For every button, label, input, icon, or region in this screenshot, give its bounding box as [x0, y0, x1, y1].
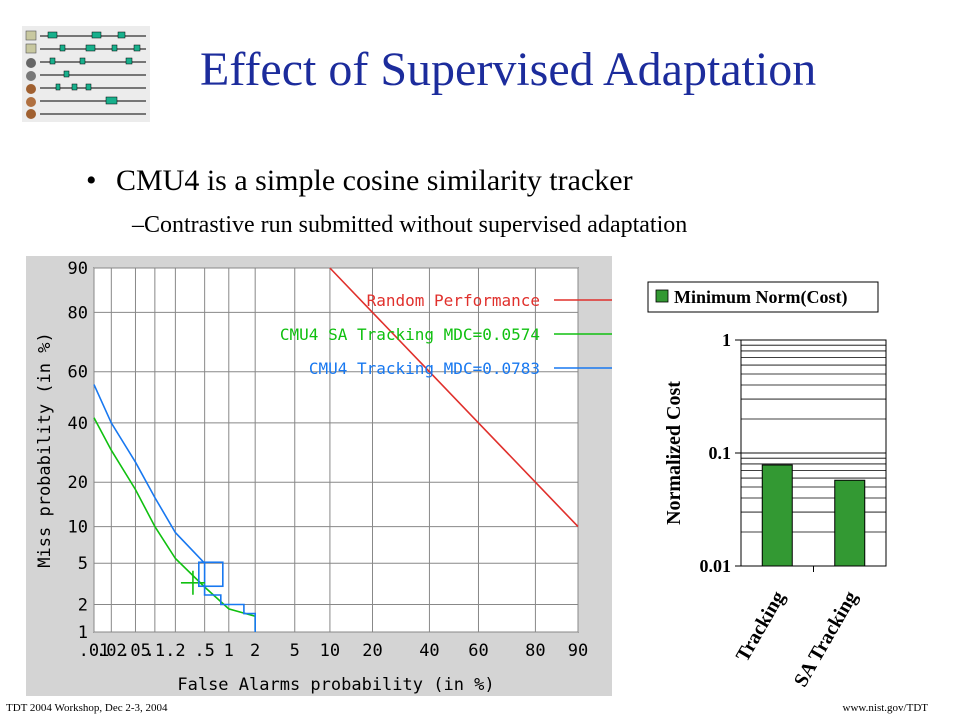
det-legend-label: CMU4 SA Tracking MDC=0.0574 [280, 325, 540, 344]
det-y-tick-label: 1 [78, 623, 88, 643]
det-y-tick-label: 80 [68, 303, 88, 323]
bar-y-axis-label: Normalized Cost [663, 381, 685, 525]
bar-x-tick-label: Tracking [732, 588, 790, 666]
det-mdc-marker [180, 570, 205, 595]
det-x-tick-label: 80 [525, 641, 545, 661]
slide-title: Effect of Supervised Adaptation [200, 43, 817, 96]
det-y-tick-label: 10 [68, 518, 88, 538]
det-x-tick-label: .05 [120, 641, 151, 661]
bar-y-tick-label: 0.01 [700, 556, 732, 576]
det-curve-chart: Random Performance CMU4 SA Tracking MDC=0… [26, 256, 612, 696]
det-x-tick-label: 90 [568, 641, 588, 661]
det-y-tick-label: 5 [78, 554, 88, 574]
det-legend: Random Performance CMU4 SA Tracking MDC=0… [280, 291, 612, 378]
det-x-tick-label: .02 [96, 641, 127, 661]
det-series-line [329, 267, 579, 528]
det-mdc-marker [198, 561, 224, 588]
footer-left: TDT 2004 Workshop, Dec 2-3, 2004 [6, 702, 168, 714]
det-x-tick-label: .5 [194, 641, 214, 661]
det-x-tick-label: 20 [362, 641, 382, 661]
bar-y-tick-label: 0.1 [709, 443, 732, 463]
det-x-tick-label: .2 [165, 641, 185, 661]
bar-y-tick-label: 1 [722, 330, 731, 350]
normalized-cost-bar-chart: Minimum Norm(Cost) 0.01 0.1 1 Tracking SA T… [647, 281, 887, 691]
det-x-tick-label: 40 [419, 641, 439, 661]
det-x-axis-label: False Alarms probability (in %) [177, 675, 494, 695]
sub-bullet-text: –Contrastive run submitted without super… [132, 212, 688, 238]
bullet-item: • CMU4 is a simple cosine similarity trac… [86, 164, 633, 198]
det-series-line [93, 384, 256, 632]
bar-marks [761, 464, 866, 567]
det-x-tick-label: 1 [224, 641, 234, 661]
bar-legend-label: Minimum Norm(Cost) [674, 287, 847, 308]
det-grid [93, 267, 579, 633]
det-y-tick-label: 2 [78, 595, 88, 615]
det-legend-label: Random Performance [367, 291, 540, 310]
bullet-dot: • [86, 164, 97, 197]
det-y-tick-label: 90 [68, 259, 88, 279]
bar-y-ticks: 0.01 0.1 1 [700, 330, 741, 576]
det-x-tick-label: .01 [79, 641, 110, 661]
bar-mark [761, 464, 793, 567]
det-y-tick-label: 20 [68, 473, 88, 493]
bar-x-ticks: Tracking SA Tracking [732, 566, 862, 691]
tdt-logo [22, 26, 150, 122]
det-x-tick-label: .1 [145, 641, 165, 661]
bar-legend-box [647, 281, 879, 313]
bar-legend-swatch [655, 289, 669, 303]
det-x-tick-label: 10 [320, 641, 340, 661]
bullet-text: CMU4 is a simple cosine similarity track… [116, 164, 633, 197]
det-x-tick-label: 2 [250, 641, 260, 661]
det-series [93, 267, 579, 632]
bar-x-tick-label: SA Tracking [790, 588, 862, 691]
det-y-tick-label: 40 [68, 414, 88, 434]
det-x-ticks: .01.02.05.1.2 .5 1 2 5 10 20 40 60 80 90 [79, 641, 589, 661]
det-legend-label: CMU4 Tracking MDC=0.0783 [309, 359, 540, 378]
det-y-axis-label: Miss probability (in %) [35, 332, 55, 567]
det-y-tick-label: 60 [68, 363, 88, 383]
det-x-tick-label: 60 [468, 641, 488, 661]
det-y-ticks: 1 2 5 10 20 40 60 80 90 [68, 259, 88, 643]
footer-right: www.nist.gov/TDT [842, 702, 928, 714]
bar-mark [834, 479, 866, 567]
det-x-tick-label: 5 [290, 641, 300, 661]
det-plot-area [93, 267, 579, 633]
